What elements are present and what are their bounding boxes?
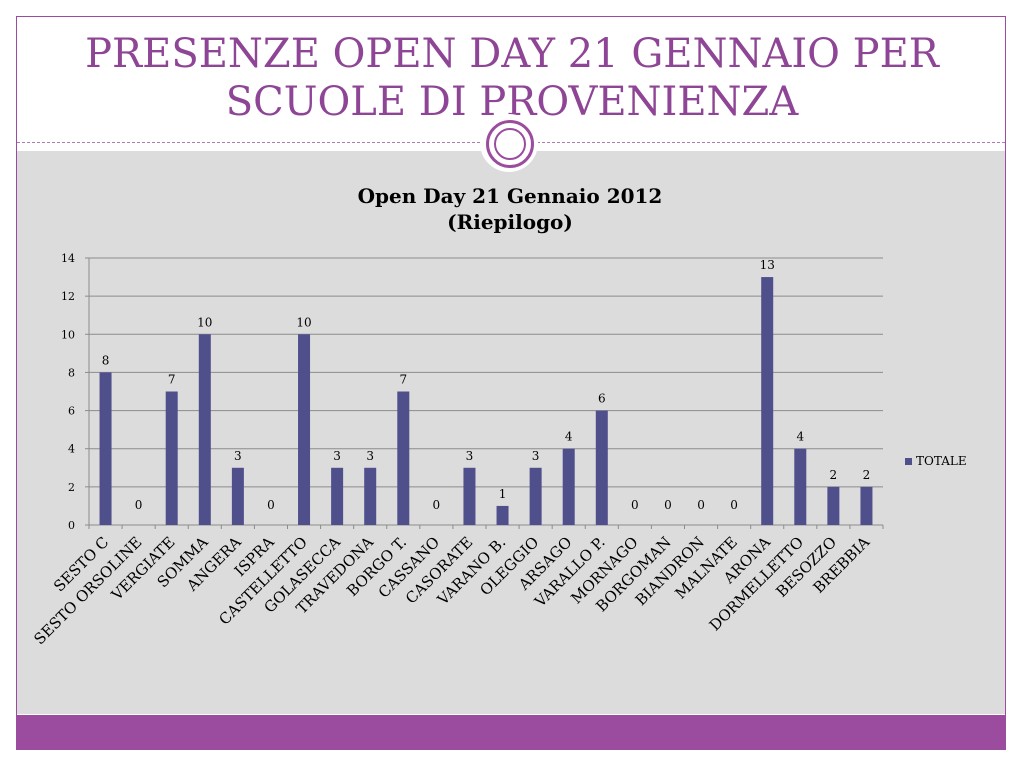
- bar: [364, 467, 377, 525]
- data-label: 13: [760, 258, 775, 272]
- slide-title: PRESENZE OPEN DAY 21 GENNAIO PER SCUOLE …: [60, 30, 964, 126]
- bar: [331, 467, 344, 525]
- data-label: 0: [664, 498, 672, 512]
- bar: [761, 277, 774, 525]
- bar: [298, 334, 311, 525]
- bar: [99, 372, 112, 525]
- y-tick-label: 4: [68, 443, 75, 456]
- bar: [794, 448, 807, 525]
- data-label: 2: [830, 468, 838, 482]
- data-label: 1: [499, 487, 507, 501]
- data-label: 3: [333, 449, 341, 463]
- y-tick-label: 2: [68, 481, 75, 494]
- bar: [496, 505, 509, 525]
- chart-subtitle: (Riepilogo): [447, 210, 573, 234]
- data-label: 0: [433, 498, 441, 512]
- bar: [397, 391, 410, 525]
- data-label: 7: [168, 373, 176, 387]
- chart-legend: TOTALE: [905, 454, 967, 468]
- data-label: 10: [197, 315, 212, 329]
- bar: [529, 467, 542, 525]
- data-label: 6: [598, 392, 606, 406]
- bar: [860, 486, 873, 525]
- chart-title: Open Day 21 Gennaio 2012 (Riepilogo): [300, 183, 720, 235]
- data-label: 10: [296, 315, 311, 329]
- data-label: 4: [796, 430, 804, 444]
- data-label: 0: [631, 498, 639, 512]
- slide-title-line-1: PRESENZE OPEN DAY 21 GENNAIO PER: [85, 31, 939, 77]
- bar: [231, 467, 244, 525]
- chart-title-main: Open Day 21 Gennaio 2012: [357, 184, 663, 208]
- content-area: [17, 151, 1005, 714]
- data-label: 3: [366, 449, 374, 463]
- data-label: 3: [234, 449, 242, 463]
- data-label: 0: [135, 498, 143, 512]
- bar: [165, 391, 178, 525]
- data-label: 8: [102, 353, 110, 367]
- bar: [827, 486, 840, 525]
- bar: [562, 448, 575, 525]
- footer-bar: [17, 715, 1005, 749]
- data-label: 0: [267, 498, 275, 512]
- y-tick-label: 6: [68, 405, 75, 418]
- y-tick-label: 14: [61, 252, 75, 265]
- legend-label: TOTALE: [916, 454, 967, 468]
- bar: [463, 467, 476, 525]
- y-tick-label: 10: [61, 328, 75, 341]
- data-label: 0: [697, 498, 705, 512]
- bar: [198, 334, 211, 525]
- data-label: 4: [565, 430, 573, 444]
- y-tick-label: 0: [68, 519, 75, 532]
- bar: [595, 410, 608, 525]
- data-label: 3: [532, 449, 540, 463]
- legend-swatch: [905, 457, 912, 465]
- y-tick-label: 12: [61, 290, 75, 303]
- data-label: 7: [399, 373, 407, 387]
- data-label: 3: [466, 449, 474, 463]
- data-label: 0: [730, 498, 738, 512]
- circle-ornament-icon: [480, 114, 538, 172]
- data-label: 2: [863, 468, 871, 482]
- y-tick-label: 8: [68, 366, 75, 379]
